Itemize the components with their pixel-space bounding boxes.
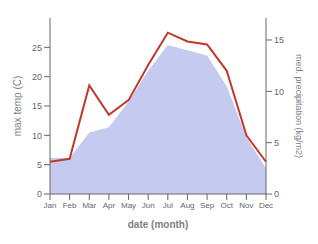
svg-text:Jul: Jul: [163, 201, 173, 210]
svg-text:Sep: Sep: [200, 201, 215, 210]
svg-text:date (month): date (month): [128, 219, 189, 230]
svg-text:Feb: Feb: [63, 201, 77, 210]
svg-text:Dec: Dec: [259, 201, 273, 210]
svg-text:25: 25: [32, 43, 42, 53]
svg-text:5: 5: [274, 138, 279, 148]
svg-text:10: 10: [32, 131, 42, 141]
svg-text:Nov: Nov: [239, 201, 253, 210]
svg-text:15: 15: [274, 35, 284, 45]
svg-text:Mar: Mar: [82, 201, 96, 210]
svg-text:Apr: Apr: [103, 201, 116, 210]
svg-text:15: 15: [32, 101, 42, 111]
svg-text:5: 5: [37, 160, 42, 170]
svg-text:0: 0: [274, 189, 279, 199]
svg-text:Jan: Jan: [44, 201, 57, 210]
svg-text:20: 20: [32, 72, 42, 82]
svg-text:10: 10: [274, 87, 284, 97]
svg-text:max temp (C): max temp (C): [12, 76, 23, 137]
svg-text:Oct: Oct: [221, 201, 234, 210]
svg-text:med. precipitation (kg/m2): med. precipitation (kg/m2): [294, 54, 304, 158]
svg-text:0: 0: [37, 189, 42, 199]
svg-text:May: May: [121, 201, 136, 210]
svg-text:Jun: Jun: [142, 201, 155, 210]
svg-text:Aug: Aug: [180, 201, 194, 210]
